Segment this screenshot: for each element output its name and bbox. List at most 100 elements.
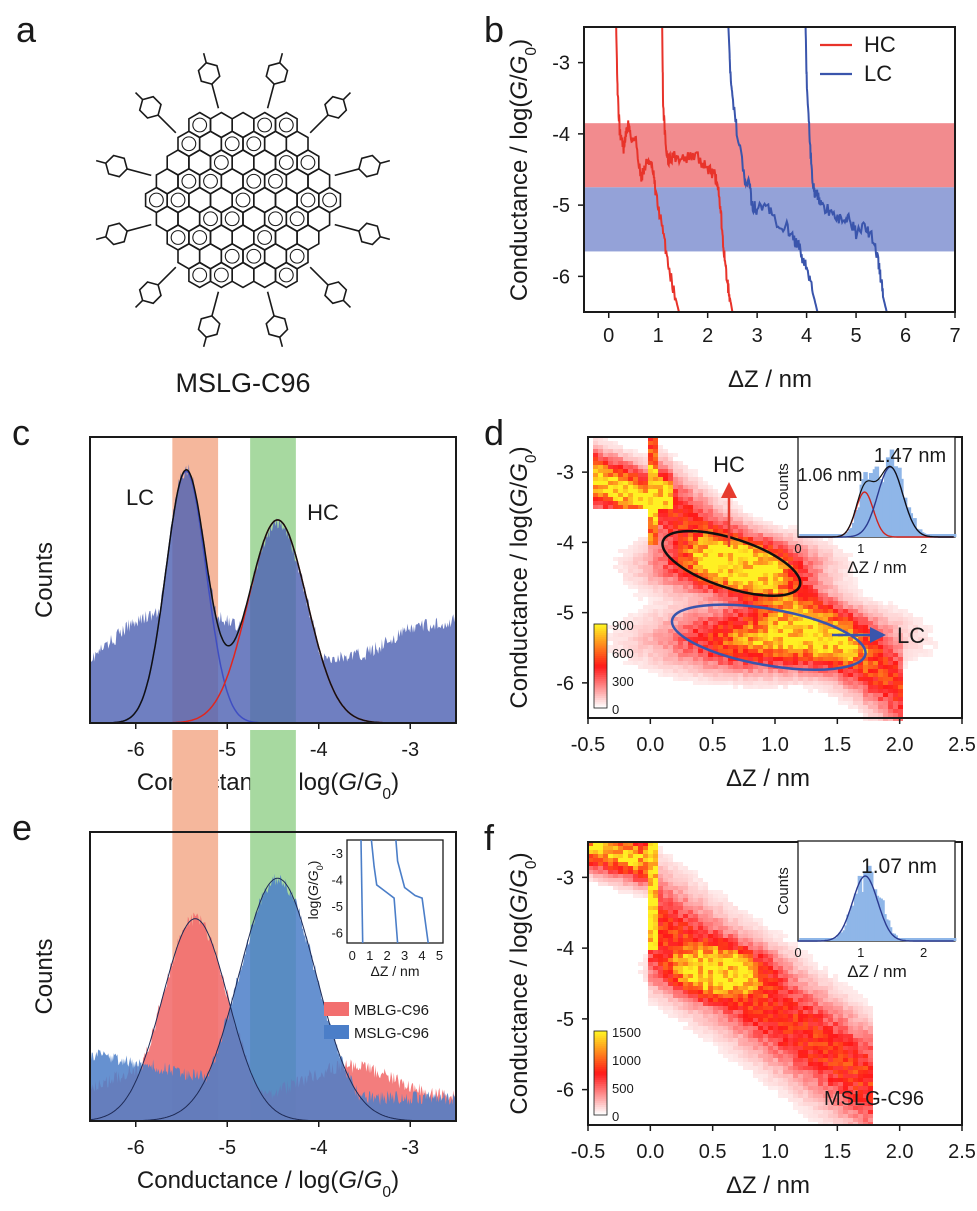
heatmap-cell <box>868 609 873 613</box>
heatmap-cell <box>823 661 828 665</box>
heatmap-cell <box>823 609 828 613</box>
heatmap-cell <box>833 621 838 625</box>
heatmap-cell <box>728 537 733 541</box>
heatmap-cell <box>778 653 783 657</box>
heatmap-cell <box>608 501 613 505</box>
heatmap-cell <box>658 878 663 882</box>
heatmap-cell <box>773 677 778 681</box>
heatmap-cell <box>788 533 793 537</box>
heatmap-cell <box>728 525 733 529</box>
heatmap-cell <box>588 866 593 870</box>
heatmap-cell <box>803 581 808 585</box>
heatmap-cell <box>753 1030 758 1034</box>
heatmap-cell <box>733 513 738 517</box>
heatmap-cell <box>768 621 773 625</box>
heatmap-cell <box>683 577 688 581</box>
heatmap-cell <box>728 645 733 649</box>
heatmap-cell <box>723 497 728 501</box>
heatmap-cell <box>633 461 638 465</box>
heatmap-cell <box>643 661 648 665</box>
heatmap-cell <box>808 1006 813 1010</box>
heatmap-cell <box>673 870 678 874</box>
heatmap-cell <box>883 665 888 669</box>
heatmap-cell <box>658 974 663 978</box>
heatmap-cell <box>653 914 658 918</box>
inset-trace <box>395 839 429 944</box>
heatmap-cell <box>748 545 753 549</box>
heatmap-cell <box>748 966 753 970</box>
heatmap-cell <box>663 950 668 954</box>
heatmap-cell <box>833 673 838 677</box>
heatmap-cell <box>693 1022 698 1026</box>
heatmap-cell <box>648 950 653 954</box>
methyl-bond <box>134 91 144 101</box>
heatmap-cell <box>853 593 858 597</box>
heatmap-cell <box>668 990 673 994</box>
heatmap-cell <box>828 1110 833 1114</box>
heatmap-cell <box>758 1002 763 1006</box>
heatmap-cell <box>808 1094 813 1098</box>
heatmap-cell <box>798 657 803 661</box>
heatmap-cell <box>738 573 743 577</box>
heatmap-cell <box>818 601 823 605</box>
heatmap-cell <box>833 669 838 673</box>
heatmap-cell <box>673 477 678 481</box>
heatmap-cell <box>728 601 733 605</box>
heatmap-cell <box>773 1030 778 1034</box>
heatmap-cell <box>618 493 623 497</box>
heatmap-cell <box>853 1046 858 1050</box>
heatmap-cell <box>843 1014 848 1018</box>
heatmap-cell <box>683 589 688 593</box>
heatmap-cell <box>833 1086 838 1090</box>
heatmap-cell <box>678 493 683 497</box>
heatmap-cell <box>758 621 763 625</box>
heatmap-cell <box>803 1018 808 1022</box>
heatmap-cell <box>783 669 788 673</box>
heatmap-cell <box>638 970 643 974</box>
heatmap-cell <box>713 1026 718 1030</box>
heatmap-cell <box>863 661 868 665</box>
heatmap-cell <box>668 609 673 613</box>
heatmap-cell <box>768 978 773 982</box>
heatmap-cell <box>708 982 713 986</box>
heatmap-cell <box>823 561 828 565</box>
x-axis-label: ΔZ / nm <box>726 1172 810 1199</box>
heatmap-cell <box>683 601 688 605</box>
heatmap-cell <box>813 621 818 625</box>
heatmap-cell <box>648 613 653 617</box>
heatmap-cell <box>673 930 678 934</box>
heatmap-cell <box>673 1002 678 1006</box>
heatmap-cell <box>828 541 833 545</box>
heatmap-cell <box>638 842 643 846</box>
heatmap-cell <box>728 1046 733 1050</box>
heatmap-cell <box>808 553 813 557</box>
heatmap-cell <box>833 1014 838 1018</box>
heatmap-cell <box>823 625 828 629</box>
heatmap-cell <box>933 645 938 649</box>
heatmap-cell <box>738 1034 743 1038</box>
heatmap-cell <box>823 649 828 653</box>
heatmap-cell <box>728 942 733 946</box>
heatmap-cell <box>673 549 678 553</box>
heatmap-cell <box>768 569 773 573</box>
aromatic-bond <box>224 248 240 264</box>
aromatic-bond <box>300 155 316 170</box>
heatmap-cell <box>768 1042 773 1046</box>
heatmap-cell <box>783 661 788 665</box>
heatmap-cell <box>903 621 908 625</box>
heatmap-cell <box>848 645 853 649</box>
heatmap-cell <box>763 930 768 934</box>
heatmap-cell <box>828 613 833 617</box>
heatmap-cell <box>688 906 693 910</box>
heatmap-cell <box>788 1018 793 1022</box>
heatmap-cell <box>773 1014 778 1018</box>
heatmap-cell <box>783 585 788 589</box>
heatmap-cell <box>738 934 743 938</box>
heatmap-cell <box>648 637 653 641</box>
heatmap-cell <box>708 1006 713 1010</box>
heatmap-cell <box>798 1034 803 1038</box>
x-tick-label: 2.5 <box>948 734 976 756</box>
substituent-bond <box>266 291 275 317</box>
heatmap-cell <box>743 553 748 557</box>
aromatic-bond <box>300 192 316 208</box>
